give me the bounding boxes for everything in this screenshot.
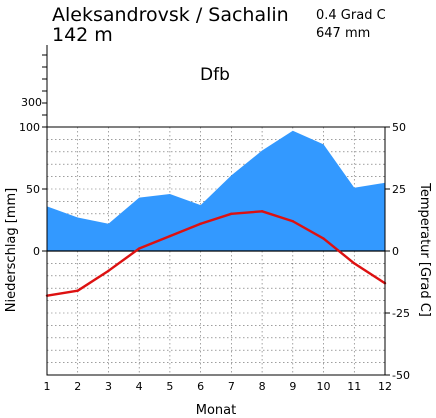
temperature-point	[76, 289, 79, 292]
precipitation-series	[46, 130, 386, 251]
right-tick-label: -50	[392, 369, 410, 382]
temperature-line	[46, 210, 386, 297]
x-tick-label: 8	[259, 380, 266, 393]
temperature-point	[291, 220, 295, 223]
x-tick-label: 5	[166, 380, 173, 393]
temperature-series	[45, 210, 387, 297]
left-tick-label: 100	[19, 121, 40, 134]
left-tick-label: 50	[26, 183, 40, 196]
station-name: Aleksandrovsk / Sachalin	[52, 4, 289, 26]
annual-precipitation: 647 mm	[316, 26, 370, 41]
right-tick-label: 25	[392, 183, 406, 196]
x-tick-label: 2	[74, 380, 81, 393]
left-tick-label: 0	[33, 245, 40, 258]
station-elevation: 142 m	[52, 24, 113, 46]
right-tick-label: -25	[392, 307, 410, 320]
upper-tick-label: 300	[21, 96, 42, 109]
temperature-point	[137, 247, 141, 250]
upper-precip-scale: 300	[21, 45, 48, 127]
temperature-point	[322, 237, 325, 240]
x-tick-label: 3	[105, 380, 112, 393]
right-tick-label: 50	[392, 121, 406, 134]
right-axis-label: Temperatur [Grad C]	[417, 182, 432, 317]
mean-temperature: 0.4 Grad C	[316, 8, 386, 23]
temperature-point	[353, 262, 356, 265]
x-tick-label: 10	[317, 380, 331, 393]
x-tick-label: 7	[228, 380, 235, 393]
temperature-point	[230, 212, 233, 215]
x-tick-label: 6	[197, 380, 204, 393]
plot-frame	[42, 126, 390, 376]
temperature-point	[168, 234, 172, 238]
x-tick-label: 4	[136, 380, 143, 393]
x-tick-label: 12	[378, 380, 392, 393]
x-tick-label: 11	[347, 380, 361, 393]
temperature-point	[260, 210, 264, 213]
x-axis-label: Monat	[196, 403, 236, 418]
precipitation-area	[47, 130, 385, 251]
x-tick-label: 9	[289, 380, 296, 393]
temperature-point	[199, 222, 202, 225]
left-axis-label: Niederschlag [mm]	[4, 188, 19, 313]
right-tick-label: 0	[392, 245, 399, 258]
temperature-point	[107, 269, 110, 273]
x-tick-label: 1	[44, 380, 51, 393]
climate-classification: Dfb	[200, 65, 230, 85]
